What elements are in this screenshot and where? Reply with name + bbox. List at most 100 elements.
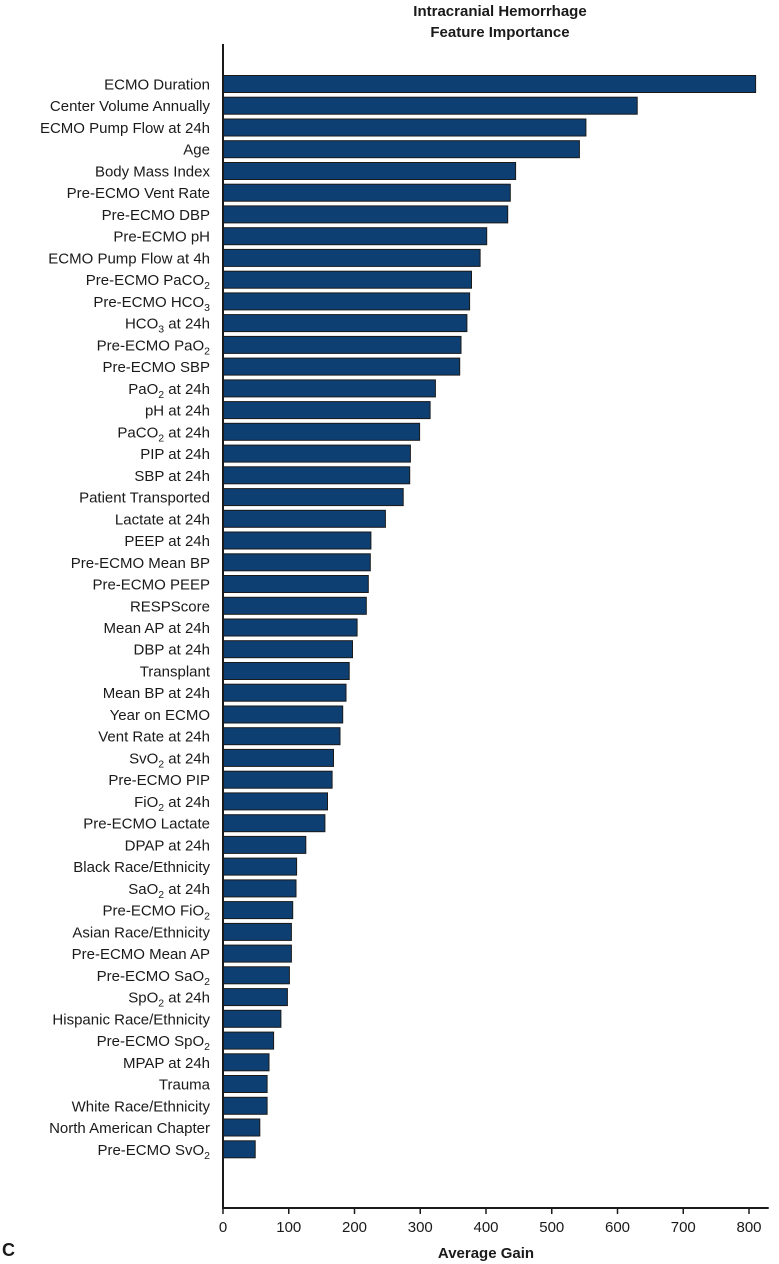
category-labels: ECMO Duration Center Volume Annually ECMO … bbox=[40, 77, 211, 1162]
x-tick-label-4: 400 bbox=[473, 1219, 498, 1236]
category-label-39: Asian Race/Ethnicity bbox=[72, 924, 210, 941]
bar-30 bbox=[222, 727, 341, 746]
bar-19 bbox=[222, 488, 404, 507]
bar-32 bbox=[222, 770, 333, 789]
bar-33 bbox=[222, 792, 328, 811]
x-tick-label-1: 100 bbox=[276, 1219, 301, 1236]
bar-37 bbox=[222, 879, 297, 898]
category-label-29: Year on ECMO bbox=[110, 707, 210, 724]
chart-title-line-1: Intracranial Hemorrhage bbox=[413, 3, 586, 20]
bar-42 bbox=[222, 988, 288, 1007]
category-label-3: Age bbox=[183, 142, 210, 159]
x-tick-label-8: 800 bbox=[736, 1219, 761, 1236]
bar-36 bbox=[222, 857, 298, 876]
category-label-25: Mean AP at 24h bbox=[104, 620, 210, 637]
bar-15 bbox=[222, 401, 431, 420]
category-label-22: Pre-ECMO Mean BP bbox=[71, 555, 210, 572]
bar-44 bbox=[222, 1031, 275, 1050]
bar-23 bbox=[222, 575, 369, 593]
category-label-10: Pre-ECMO HCO3 bbox=[93, 294, 210, 314]
x-tick-label-5: 500 bbox=[539, 1219, 564, 1236]
bar-31 bbox=[222, 748, 334, 767]
x-axis-label: Average Gain bbox=[438, 1245, 534, 1262]
x-tick-label-7: 700 bbox=[671, 1219, 696, 1236]
bar-46 bbox=[222, 1075, 268, 1093]
bar-1 bbox=[222, 96, 638, 115]
category-label-31: SvO2 at 24h bbox=[129, 750, 210, 770]
x-tick-label-6: 600 bbox=[605, 1219, 630, 1236]
category-label-35: DPAP at 24h bbox=[125, 837, 210, 854]
category-label-20: Lactate at 24h bbox=[115, 511, 210, 528]
category-label-0: ECMO Duration bbox=[104, 77, 210, 94]
category-label-40: Pre-ECMO Mean AP bbox=[72, 946, 210, 963]
category-label-11: HCO3 at 24h bbox=[125, 316, 210, 336]
category-label-6: Pre-ECMO DBP bbox=[102, 207, 210, 224]
bar-25 bbox=[222, 618, 358, 637]
category-label-19: Patient Transported bbox=[79, 490, 210, 507]
bar-6 bbox=[222, 205, 509, 224]
x-axis-ticks: 0 100 200 300 400 500 600 700 800 bbox=[219, 1208, 762, 1236]
x-tick-label-3: 300 bbox=[408, 1219, 433, 1236]
bar-8 bbox=[222, 248, 481, 267]
bar-48 bbox=[222, 1118, 261, 1137]
bar-9 bbox=[222, 270, 472, 289]
bar-47 bbox=[222, 1096, 268, 1115]
bar-17 bbox=[222, 444, 411, 463]
bar-16 bbox=[222, 422, 421, 441]
bar-3 bbox=[222, 140, 580, 159]
x-tick-label-0: 0 bbox=[219, 1219, 227, 1236]
category-label-2: ECMO Pump Flow at 24h bbox=[40, 120, 210, 137]
bar-22 bbox=[222, 553, 371, 572]
category-label-34: Pre-ECMO Lactate bbox=[83, 816, 210, 833]
bar-49 bbox=[222, 1140, 256, 1159]
bar-38 bbox=[222, 901, 294, 920]
category-label-41: Pre-ECMO SaO2 bbox=[97, 968, 211, 988]
category-label-12: Pre-ECMO PaO2 bbox=[97, 337, 211, 357]
bar-45 bbox=[222, 1053, 270, 1072]
bar-4 bbox=[222, 162, 517, 180]
bar-21 bbox=[222, 531, 372, 550]
bar-43 bbox=[222, 1009, 282, 1028]
category-label-42: SpO2 at 24h bbox=[128, 990, 210, 1010]
bar-28 bbox=[222, 683, 347, 702]
category-label-44: Pre-ECMO SpO2 bbox=[97, 1033, 211, 1053]
category-label-45: MPAP at 24h bbox=[123, 1055, 210, 1072]
category-label-33: FiO2 at 24h bbox=[134, 794, 210, 814]
category-label-9: Pre-ECMO PaCO2 bbox=[86, 272, 210, 292]
category-label-49: Pre-ECMO SvO2 bbox=[97, 1142, 210, 1162]
category-label-24: RESPScore bbox=[130, 598, 210, 615]
category-label-38: Pre-ECMO FiO2 bbox=[102, 903, 210, 923]
category-label-14: PaO2 at 24h bbox=[128, 381, 210, 401]
category-label-17: PIP at 24h bbox=[140, 446, 210, 463]
category-label-37: SaO2 at 24h bbox=[128, 881, 210, 901]
category-label-46: Trauma bbox=[159, 1077, 211, 1094]
category-label-18: SBP at 24h bbox=[134, 468, 210, 485]
bar-27 bbox=[222, 662, 350, 680]
bar-26 bbox=[222, 640, 353, 659]
category-label-32: Pre-ECMO PIP bbox=[108, 772, 210, 789]
category-label-47: White Race/Ethnicity bbox=[72, 1098, 211, 1115]
chart-title: Intracranial Hemorrhage Feature Importan… bbox=[413, 3, 586, 41]
bar-0 bbox=[222, 75, 757, 93]
bar-41 bbox=[222, 966, 290, 985]
bar-14 bbox=[222, 379, 436, 398]
bar-series bbox=[222, 75, 757, 1159]
category-label-4: Body Mass Index bbox=[95, 164, 211, 181]
category-label-16: PaCO2 at 24h bbox=[117, 424, 210, 444]
category-label-1: Center Volume Annually bbox=[50, 98, 211, 115]
bar-40 bbox=[222, 944, 292, 963]
category-label-13: Pre-ECMO SBP bbox=[102, 359, 210, 376]
bar-34 bbox=[222, 814, 326, 833]
bar-5 bbox=[222, 183, 511, 202]
bar-35 bbox=[222, 835, 307, 854]
bar-18 bbox=[222, 466, 411, 485]
category-label-28: Mean BP at 24h bbox=[103, 685, 210, 702]
category-label-5: Pre-ECMO Vent Rate bbox=[67, 185, 210, 202]
panel-letter: C bbox=[2, 1240, 15, 1260]
category-label-36: Black Race/Ethnicity bbox=[73, 859, 210, 876]
category-label-48: North American Chapter bbox=[49, 1120, 210, 1137]
bar-39 bbox=[222, 922, 292, 941]
category-label-8: ECMO Pump Flow at 4h bbox=[48, 250, 210, 267]
category-label-26: DBP at 24h bbox=[134, 642, 210, 659]
